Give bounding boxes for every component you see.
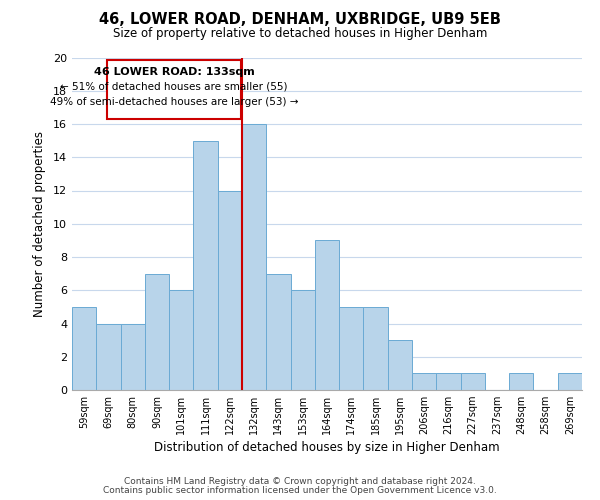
Bar	[169, 290, 193, 390]
Text: Contains HM Land Registry data © Crown copyright and database right 2024.: Contains HM Land Registry data © Crown c…	[124, 477, 476, 486]
Text: Size of property relative to detached houses in Higher Denham: Size of property relative to detached ho…	[113, 28, 487, 40]
Text: Contains public sector information licensed under the Open Government Licence v3: Contains public sector information licen…	[103, 486, 497, 495]
Bar	[388, 340, 412, 390]
Bar	[242, 124, 266, 390]
Bar	[145, 274, 169, 390]
Bar	[72, 307, 96, 390]
Text: ← 51% of detached houses are smaller (55): ← 51% of detached houses are smaller (55…	[60, 82, 288, 92]
FancyBboxPatch shape	[107, 60, 241, 119]
Bar	[461, 374, 485, 390]
Bar	[558, 374, 582, 390]
Bar	[364, 307, 388, 390]
Text: 49% of semi-detached houses are larger (53) →: 49% of semi-detached houses are larger (…	[50, 96, 298, 106]
Bar	[436, 374, 461, 390]
Bar	[290, 290, 315, 390]
Y-axis label: Number of detached properties: Number of detached properties	[33, 130, 46, 317]
Bar	[96, 324, 121, 390]
Text: 46, LOWER ROAD, DENHAM, UXBRIDGE, UB9 5EB: 46, LOWER ROAD, DENHAM, UXBRIDGE, UB9 5E…	[99, 12, 501, 28]
Bar	[218, 190, 242, 390]
Text: 46 LOWER ROAD: 133sqm: 46 LOWER ROAD: 133sqm	[94, 66, 254, 76]
Bar	[121, 324, 145, 390]
Bar	[193, 140, 218, 390]
Bar	[412, 374, 436, 390]
Bar	[315, 240, 339, 390]
Bar	[266, 274, 290, 390]
Bar	[339, 307, 364, 390]
Bar	[509, 374, 533, 390]
X-axis label: Distribution of detached houses by size in Higher Denham: Distribution of detached houses by size …	[154, 442, 500, 454]
